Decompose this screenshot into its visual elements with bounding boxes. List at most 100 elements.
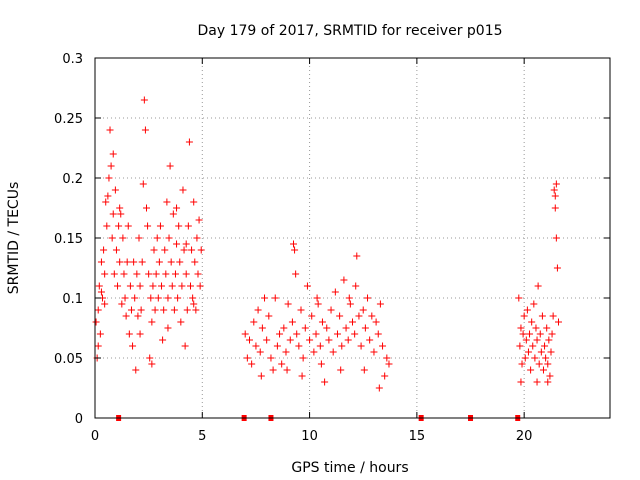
- data-point: [353, 252, 361, 260]
- data-point: [184, 222, 192, 230]
- data-point: [183, 306, 191, 314]
- data-point: [243, 354, 251, 362]
- data-point: [132, 366, 140, 374]
- data-point: [360, 366, 368, 374]
- y-tick-label: 0: [75, 412, 83, 427]
- data-point: [170, 306, 178, 314]
- data-point: [376, 300, 384, 308]
- data-point: [185, 138, 193, 146]
- data-point: [286, 336, 294, 344]
- data-point: [257, 372, 265, 380]
- data-point: [364, 294, 372, 302]
- data-point: [317, 360, 325, 368]
- data-point: [345, 294, 353, 302]
- data-point: [150, 246, 158, 254]
- data-point: [357, 342, 365, 350]
- data-point: [126, 282, 134, 290]
- data-point: [541, 342, 549, 350]
- data-point: [549, 312, 557, 320]
- data-point: [344, 336, 352, 344]
- data-point: [139, 180, 147, 188]
- data-point: [550, 186, 558, 194]
- data-point: [107, 162, 115, 170]
- data-point: [122, 312, 130, 320]
- data-point: [195, 216, 203, 224]
- data-point: [524, 348, 532, 356]
- data-point: [273, 342, 281, 350]
- y-tick-labels: 0 0.05 0.1 0.15 0.2 0.25 0.3: [54, 52, 83, 427]
- data-point: [543, 324, 551, 332]
- data-point: [162, 270, 170, 278]
- data-point: [276, 330, 284, 338]
- data-point: [374, 330, 382, 338]
- data-point: [323, 324, 331, 332]
- data-point: [518, 360, 526, 368]
- data-point: [163, 198, 171, 206]
- data-point: [117, 210, 125, 218]
- data-point: [194, 270, 202, 278]
- data-point: [555, 318, 562, 326]
- data-point: [292, 270, 300, 278]
- data-point: [151, 306, 159, 314]
- data-point: [97, 258, 105, 266]
- data-point: [385, 360, 393, 368]
- data-point: [383, 354, 391, 362]
- data-point: [114, 282, 122, 290]
- data-point: [539, 366, 547, 374]
- data-point: [284, 300, 292, 308]
- data-point: [303, 282, 311, 290]
- data-point: [189, 294, 197, 302]
- data-point: [130, 258, 138, 266]
- data-point: [109, 210, 117, 218]
- data-point: [372, 318, 380, 326]
- data-point: [156, 222, 164, 230]
- data-points: [92, 96, 562, 392]
- data-point: [178, 282, 186, 290]
- data-point: [182, 240, 190, 248]
- data-point: [346, 300, 354, 308]
- data-point: [295, 342, 303, 350]
- data-point: [312, 330, 320, 338]
- data-point: [521, 354, 529, 362]
- data-point: [186, 282, 194, 290]
- y-tick-label: 0.15: [54, 232, 83, 247]
- data-point: [250, 318, 258, 326]
- data-point: [381, 372, 389, 380]
- data-point: [340, 276, 348, 284]
- data-point: [136, 330, 144, 338]
- data-point: [327, 306, 335, 314]
- data-point: [92, 318, 100, 326]
- y-tick-label: 0.25: [54, 112, 83, 127]
- data-point: [167, 258, 175, 266]
- data-point: [370, 348, 378, 356]
- y-axis-title: SRMTID / TECUs: [6, 182, 22, 295]
- data-point: [379, 342, 387, 350]
- data-point: [112, 246, 120, 254]
- data-point: [177, 318, 185, 326]
- data-point: [140, 96, 148, 104]
- data-point: [329, 348, 337, 356]
- data-point: [248, 360, 256, 368]
- data-point: [310, 348, 318, 356]
- data-point: [297, 306, 305, 314]
- data-point: [301, 324, 309, 332]
- x-tick-label: 15: [409, 429, 426, 444]
- data-point: [180, 246, 188, 254]
- data-point: [127, 306, 135, 314]
- data-point: [522, 336, 530, 344]
- data-point: [337, 366, 345, 374]
- data-point: [516, 342, 524, 350]
- data-point: [548, 330, 556, 338]
- data-point: [106, 126, 114, 134]
- data-point: [137, 306, 145, 314]
- data-point: [161, 246, 169, 254]
- data-point: [342, 324, 350, 332]
- data-point: [101, 270, 109, 278]
- data-point: [196, 282, 204, 290]
- data-point: [534, 282, 542, 290]
- data-point: [191, 258, 199, 266]
- x-tick-label: 20: [516, 429, 533, 444]
- data-point: [190, 300, 198, 308]
- data-point: [108, 234, 116, 242]
